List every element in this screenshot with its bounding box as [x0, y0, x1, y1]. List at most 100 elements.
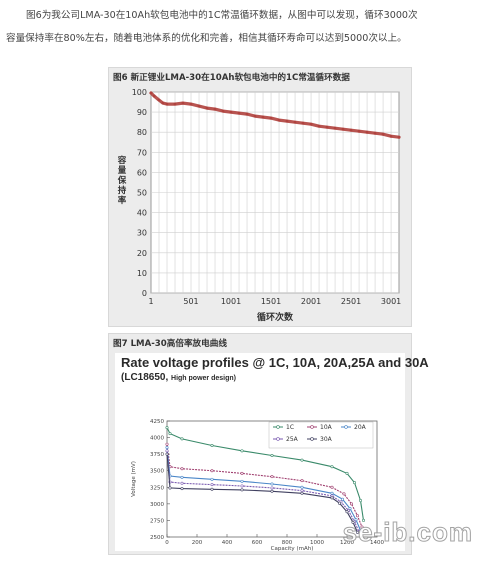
- data-point: [357, 129, 361, 133]
- data-point-1c: [345, 471, 349, 475]
- series-line-1c: [166, 427, 365, 521]
- x-tick-label: 1400: [370, 540, 384, 546]
- rate-chart-panel: Rate voltage profiles @ 1C, 10A, 20A,25A…: [115, 353, 429, 551]
- data-point: [197, 104, 201, 108]
- data-point-10a: [180, 467, 184, 471]
- data-point-10a: [165, 442, 169, 446]
- data-point-30a: [330, 496, 334, 500]
- y-tick-label: 70: [137, 148, 147, 157]
- data-point: [373, 131, 377, 135]
- series-line-20a: [166, 447, 362, 531]
- data-point-1c: [359, 499, 363, 503]
- y-tick-label: 2500: [150, 535, 164, 541]
- y-tick-label: 30: [137, 229, 147, 238]
- data-point-1c: [240, 449, 244, 453]
- data-point-1c: [210, 444, 214, 448]
- data-point-1c: [180, 437, 184, 441]
- data-point: [165, 102, 169, 106]
- data-point: [161, 101, 165, 105]
- legend-marker: [276, 425, 280, 429]
- data-point: [261, 115, 265, 119]
- x-axis-label: Capacity (mAh): [271, 546, 314, 551]
- data-point-20a: [180, 475, 184, 479]
- y-tick-label: 10: [137, 269, 147, 278]
- x-tick-label: 0: [165, 540, 169, 546]
- data-point-30a: [356, 530, 360, 534]
- y-tick-label: 4000: [150, 436, 164, 442]
- data-point-30a: [210, 487, 214, 491]
- y-tick-label: 3750: [150, 452, 164, 458]
- series-line-25a: [166, 450, 360, 532]
- data-point: [181, 101, 185, 105]
- y-axis-label: 容量保持率: [117, 155, 127, 206]
- figure2-caption: 图7 LMA-30高倍率放电曲线: [113, 339, 227, 349]
- series-line-10a: [166, 444, 363, 528]
- y-tick-label: 0: [142, 289, 147, 298]
- data-point-25a: [165, 449, 169, 453]
- data-point-20a: [165, 446, 169, 450]
- data-point: [149, 91, 153, 95]
- x-tick-label: 2501: [341, 297, 361, 306]
- figure1-caption: 图6 新正锂业LMA-30在10Ah软包电池中的1C常温循环数据: [113, 73, 350, 83]
- legend-marker: [310, 437, 314, 441]
- y-axis-label-char: 量: [118, 165, 127, 176]
- capacity-retention-line: [149, 91, 401, 139]
- y-tick-label: 2750: [150, 518, 164, 524]
- data-point: [269, 116, 273, 120]
- x-tick-label: 400: [222, 540, 233, 546]
- data-point: [229, 110, 233, 114]
- data-point-1c: [300, 458, 304, 462]
- data-point-25a: [300, 489, 304, 493]
- data-point: [381, 132, 385, 136]
- data-point-20a: [270, 482, 274, 486]
- data-point: [157, 98, 161, 102]
- y-axis-label: Voltage (mV): [131, 461, 137, 497]
- legend-label: 20A: [354, 424, 367, 431]
- y-axis-label-char: 保: [117, 175, 127, 186]
- data-point: [341, 127, 345, 131]
- legend-marker: [310, 425, 314, 429]
- legend-marker: [344, 425, 348, 429]
- data-point-30a: [351, 520, 355, 524]
- data-point-20a: [341, 497, 345, 501]
- data-point-25a: [240, 484, 244, 488]
- data-point: [213, 107, 217, 111]
- series-line-30a: [166, 454, 359, 533]
- x-tick-label: 1000: [310, 540, 324, 546]
- rate-chart-title: Rate voltage profiles @ 1C, 10A, 20A,25A…: [121, 355, 429, 370]
- data-point: [221, 109, 225, 113]
- data-point-30a: [338, 501, 342, 505]
- y-tick-label: 100: [132, 88, 147, 97]
- x-tick-label: 600: [252, 540, 263, 546]
- rate-chart-subtitle: (LC18650, High power design): [121, 372, 236, 383]
- data-point-1c: [330, 465, 334, 469]
- y-axis-label-char: 容: [117, 155, 127, 166]
- data-point: [237, 111, 241, 115]
- data-point-10a: [330, 485, 334, 489]
- data-point-10a: [210, 469, 214, 473]
- data-point: [309, 122, 313, 126]
- data-point-1c: [165, 426, 169, 430]
- data-point-20a: [300, 485, 304, 489]
- data-point: [333, 126, 337, 130]
- data-point-30a: [345, 510, 349, 514]
- data-point: [173, 102, 177, 106]
- data-point: [245, 112, 249, 116]
- data-point-30a: [300, 491, 304, 495]
- y-tick-label: 80: [137, 128, 147, 137]
- data-point-30a: [180, 487, 184, 491]
- data-point-20a: [354, 518, 358, 522]
- x-tick-label: 1001: [221, 297, 241, 306]
- data-point-10a: [342, 492, 346, 496]
- data-point-10a: [240, 471, 244, 475]
- data-point: [301, 121, 305, 125]
- x-tick-label: 1200: [340, 540, 354, 546]
- data-point-30a: [270, 489, 274, 493]
- data-point: [317, 124, 321, 128]
- rate-voltage-chart: 2500 2750 3000 3250 3500 3750 4000 4250 0 200 400 6…: [131, 419, 384, 551]
- x-axis-label: 循环次数: [257, 311, 294, 323]
- data-point: [397, 135, 401, 139]
- data-point-10a: [300, 479, 304, 483]
- y-tick-label: 3000: [150, 502, 164, 508]
